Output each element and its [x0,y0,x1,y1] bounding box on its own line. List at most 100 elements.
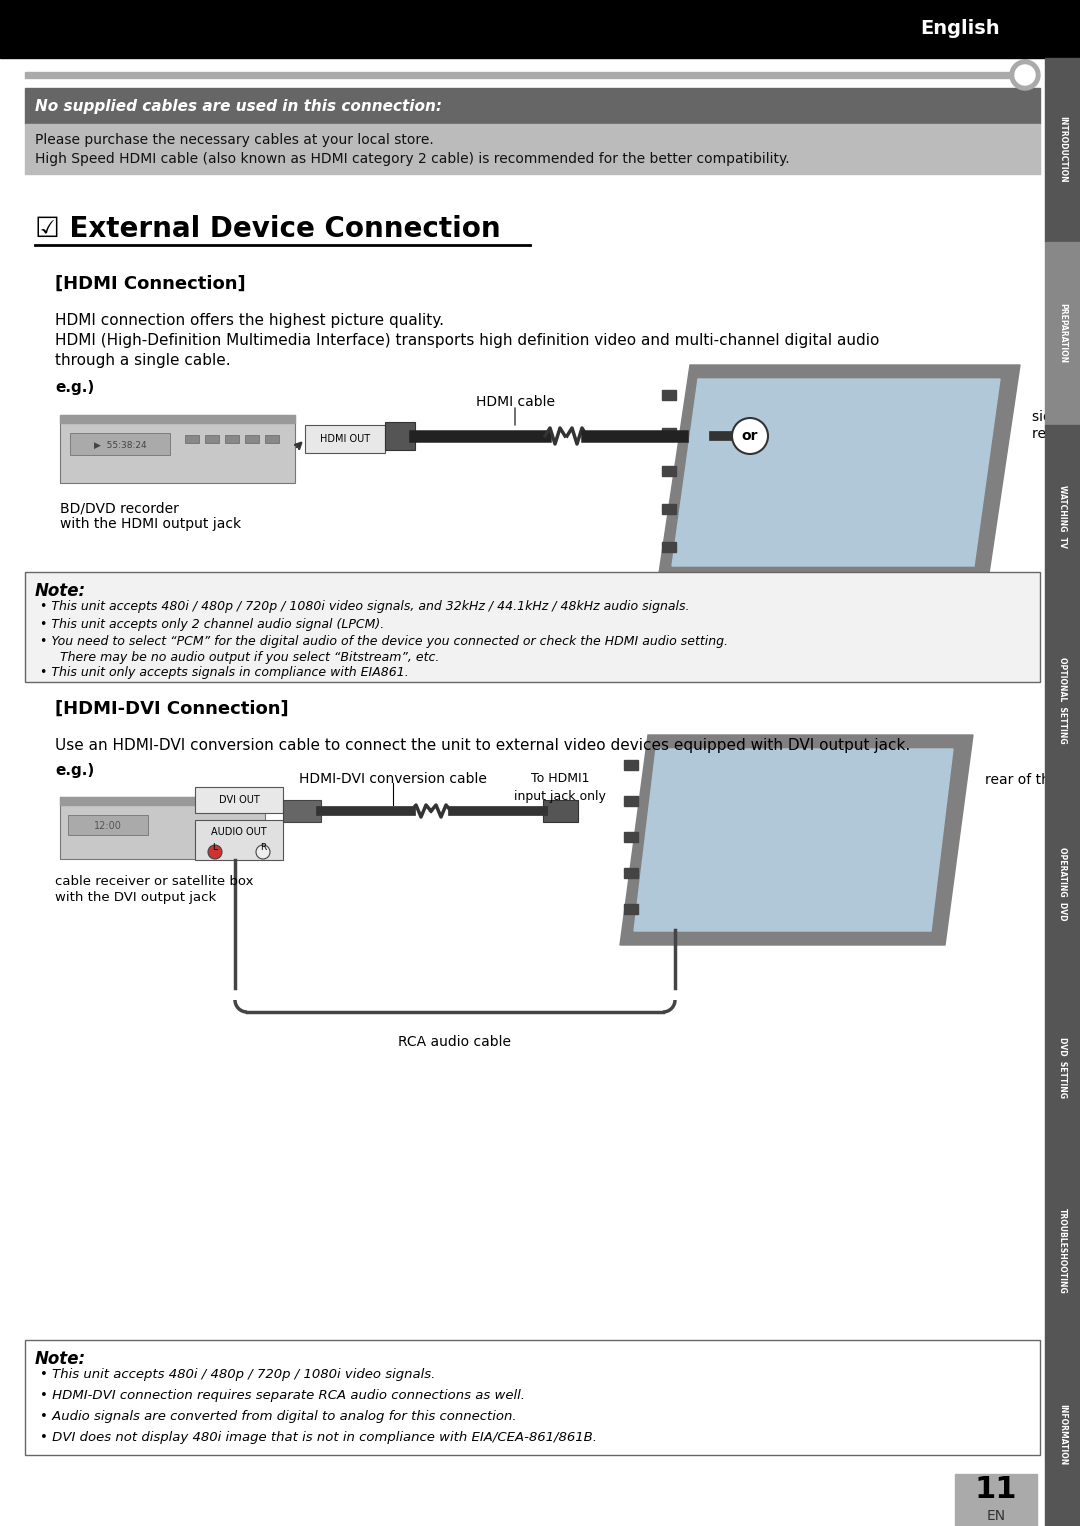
Bar [662,465,676,476]
Bar [60,415,295,423]
Text: through a single cable.: through a single cable. [55,353,231,368]
Text: e.g.): e.g.) [55,380,94,395]
Bar [1045,792,1080,975]
Bar [265,435,279,443]
Bar [681,423,714,450]
Text: INTRODUCTION: INTRODUCTION [1058,116,1067,183]
Bar [1045,609,1080,792]
Text: HDMI connection offers the highest picture quality.: HDMI connection offers the highest pictu… [55,313,444,328]
Text: To HDMI1: To HDMI1 [530,772,590,784]
Text: HDMI-DVI conversion cable: HDMI-DVI conversion cable [299,772,487,786]
Text: • This unit accepts 480i / 480p / 720p / 1080i video signals.: • This unit accepts 480i / 480p / 720p /… [40,1367,435,1381]
Text: TROUBLESHOOTING: TROUBLESHOOTING [1058,1209,1067,1294]
Circle shape [208,845,222,859]
Text: • Audio signals are converted from digital to analog for this connection.: • Audio signals are converted from digit… [40,1410,516,1424]
Text: or: or [742,429,758,443]
Text: DVD  SETTING: DVD SETTING [1058,1036,1067,1097]
Text: BD/DVD recorder: BD/DVD recorder [60,501,179,514]
Bar [70,433,170,455]
Bar [60,797,265,859]
Bar [195,787,283,813]
Bar [955,1474,1037,1526]
Bar [225,435,239,443]
Bar [245,435,259,443]
Text: rear of this unit: rear of this unit [985,774,1080,787]
Bar [662,427,676,438]
Bar [624,832,638,842]
Bar [205,435,219,443]
Text: PREPARATION: PREPARATION [1058,304,1067,363]
Text: 11: 11 [975,1474,1017,1503]
Text: cable receiver or satellite box: cable receiver or satellite box [55,874,254,888]
Circle shape [1015,66,1035,85]
Bar [624,903,638,914]
Bar [305,426,384,453]
Text: • You need to select “PCM” for the digital audio of the device you connected or : • You need to select “PCM” for the digit… [40,635,728,649]
Circle shape [256,845,270,859]
Text: HDMI (High-Definition Multimedia Interface) transports high definition video and: HDMI (High-Definition Multimedia Interfa… [55,333,879,348]
Polygon shape [658,365,1020,580]
Bar [283,800,321,823]
Bar [25,124,1040,174]
Text: • This unit only accepts signals in compliance with EIA861.: • This unit only accepts signals in comp… [40,665,408,679]
Text: L: L [213,842,217,852]
Text: WATCHING  TV: WATCHING TV [1058,485,1067,548]
Bar [25,72,1020,78]
Text: • HDMI-DVI connection requires separate RCA audio connections as well.: • HDMI-DVI connection requires separate … [40,1389,525,1402]
Text: DVI OUT: DVI OUT [218,795,259,806]
Text: OPERATING  DVD: OPERATING DVD [1058,847,1067,920]
Text: rear of this unit: rear of this unit [1032,427,1080,441]
Text: Note:: Note: [35,1351,86,1367]
Circle shape [732,418,768,455]
Bar [624,760,638,771]
Text: AUDIO OUT: AUDIO OUT [212,827,267,836]
Text: HDMI cable: HDMI cable [475,395,554,409]
Bar [1045,426,1080,609]
Bar [1045,58,1080,241]
Circle shape [1010,60,1040,90]
Bar [25,89,1040,124]
Text: R: R [260,842,266,852]
Text: There may be no audio output if you select “Bitstream”, etc.: There may be no audio output if you sele… [48,652,440,664]
Text: [HDMI-DVI Connection]: [HDMI-DVI Connection] [55,700,288,719]
Text: OPTIONAL  SETTING: OPTIONAL SETTING [1058,656,1067,743]
Bar [384,423,415,450]
Text: INFORMATION: INFORMATION [1058,1404,1067,1465]
Text: e.g.): e.g.) [55,763,94,778]
Bar [60,415,295,484]
Text: input jack only: input jack only [514,790,606,803]
Text: ☑ External Device Connection: ☑ External Device Connection [35,215,501,243]
Bar [185,435,199,443]
Text: Note:: Note: [35,581,86,600]
Bar [624,797,638,806]
Text: No supplied cables are used in this connection:: No supplied cables are used in this conn… [35,99,442,113]
Polygon shape [634,749,953,931]
Text: English: English [920,20,1000,38]
Bar [0,0,1080,58]
Text: ▶  55:38:24: ▶ 55:38:24 [94,441,146,450]
Text: [HDMI Connection]: [HDMI Connection] [55,275,245,293]
Bar [68,815,148,835]
Polygon shape [672,378,1000,566]
Text: • This unit accepts only 2 channel audio signal (LPCM).: • This unit accepts only 2 channel audio… [40,618,384,630]
Bar [195,819,283,861]
Text: side or: side or [1032,410,1079,424]
Polygon shape [620,736,973,945]
Text: Use an HDMI-DVI conversion cable to connect the unit to external video devices e: Use an HDMI-DVI conversion cable to conn… [55,739,910,752]
Bar [662,542,676,552]
Bar [543,800,578,823]
Text: with the DVI output jack: with the DVI output jack [55,891,216,903]
Bar [662,504,676,514]
Bar [25,1340,1040,1454]
Bar [25,572,1040,682]
Bar [1045,975,1080,1160]
Text: with the HDMI output jack: with the HDMI output jack [60,517,241,531]
Text: High Speed HDMI cable (also known as HDMI category 2 cable) is recommended for t: High Speed HDMI cable (also known as HDM… [35,153,789,166]
Bar [1045,241,1080,426]
Text: 12:00: 12:00 [94,821,122,832]
Text: EN: EN [986,1509,1005,1523]
Text: • This unit accepts 480i / 480p / 720p / 1080i video signals, and 32kHz / 44.1kH: • This unit accepts 480i / 480p / 720p /… [40,600,689,613]
Text: • DVI does not display 480i image that is not in compliance with EIA/CEA-861/861: • DVI does not display 480i image that i… [40,1431,597,1444]
Bar [662,391,676,400]
Bar [1045,1160,1080,1343]
